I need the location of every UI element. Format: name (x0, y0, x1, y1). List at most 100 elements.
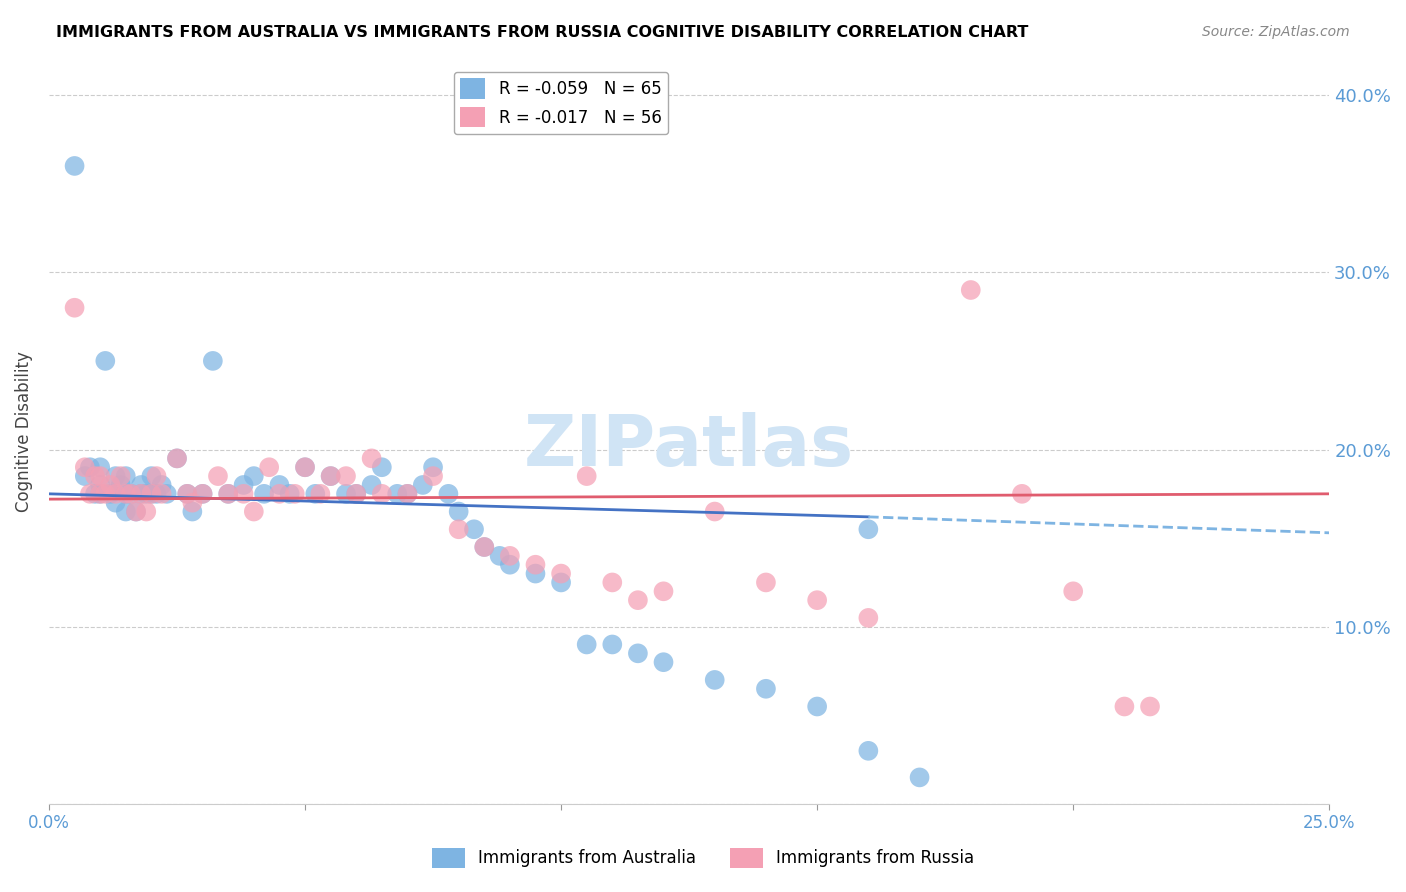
Point (217, 487, 239, 501)
Point (447, 504, 470, 518)
Text: Source: ZipAtlas.com: Source: ZipAtlas.com (1202, 25, 1350, 39)
Point (114, 469, 136, 483)
Point (703, 504, 725, 518)
Point (269, 487, 291, 501)
Point (396, 487, 419, 501)
Point (412, 478, 434, 492)
Point (499, 558, 522, 572)
Legend: Immigrants from Australia, Immigrants from Russia: Immigrants from Australia, Immigrants fr… (425, 841, 981, 875)
Point (73, 469, 96, 483)
Point (575, 638, 598, 652)
Point (335, 487, 357, 501)
Point (176, 487, 198, 501)
Point (156, 487, 179, 501)
Point (114, 487, 136, 501)
Point (344, 487, 367, 501)
Point (652, 584, 675, 599)
Point (94, 487, 117, 501)
Point (1011, 487, 1033, 501)
Point (472, 540, 495, 554)
Point (104, 496, 127, 510)
Point (191, 487, 214, 501)
Point (600, 575, 623, 590)
Point (447, 522, 470, 536)
Point (1139, 699, 1161, 714)
Point (437, 487, 460, 501)
Point (120, 487, 142, 501)
Point (166, 451, 188, 466)
Text: ZIPatlas: ZIPatlas (524, 412, 855, 481)
Point (232, 487, 254, 501)
Point (360, 451, 382, 466)
Point (120, 487, 142, 501)
Legend: R = -0.059   N = 65, R = -0.017   N = 56: R = -0.059 N = 65, R = -0.017 N = 56 (454, 71, 668, 134)
Point (524, 558, 547, 572)
Point (499, 549, 522, 563)
Point (63, 159, 86, 173)
Point (84, 487, 107, 501)
Point (278, 487, 301, 501)
Point (360, 478, 382, 492)
Point (114, 487, 136, 501)
Point (755, 681, 778, 696)
Point (129, 487, 152, 501)
Point (652, 655, 675, 669)
Point (550, 566, 572, 581)
Point (89, 487, 111, 501)
Point (600, 638, 623, 652)
Point (806, 699, 828, 714)
Point (472, 540, 495, 554)
Point (100, 478, 122, 492)
Point (755, 575, 778, 590)
Point (294, 460, 316, 475)
Point (575, 469, 598, 483)
Point (319, 469, 342, 483)
Point (703, 673, 725, 687)
Point (253, 487, 276, 501)
Point (232, 478, 254, 492)
Point (104, 469, 127, 483)
Point (257, 460, 280, 475)
Point (550, 575, 572, 590)
Point (181, 504, 204, 518)
Point (319, 469, 342, 483)
Point (104, 487, 127, 501)
Point (243, 469, 266, 483)
Point (166, 451, 188, 466)
Point (201, 354, 224, 368)
Text: IMMIGRANTS FROM AUSTRALIA VS IMMIGRANTS FROM RUSSIA COGNITIVE DISABILITY CORRELA: IMMIGRANTS FROM AUSTRALIA VS IMMIGRANTS … (56, 25, 1029, 40)
Point (959, 283, 981, 297)
Point (135, 504, 157, 518)
Point (150, 487, 173, 501)
Point (181, 496, 204, 510)
Point (371, 460, 394, 475)
Point (858, 522, 880, 536)
Point (908, 771, 931, 785)
Point (135, 487, 157, 501)
Point (1062, 584, 1084, 599)
Point (129, 487, 152, 501)
Point (1114, 699, 1136, 714)
Point (422, 460, 444, 475)
Point (488, 549, 510, 563)
Point (125, 504, 148, 518)
Point (150, 478, 173, 492)
Point (371, 487, 394, 501)
Point (335, 469, 357, 483)
Point (858, 611, 880, 625)
Point (89, 478, 111, 492)
Point (94, 354, 117, 368)
Point (176, 487, 198, 501)
Point (100, 487, 122, 501)
Point (463, 522, 485, 536)
Point (145, 487, 167, 501)
Point (79, 487, 101, 501)
Point (524, 566, 547, 581)
Point (84, 469, 107, 483)
Point (125, 504, 148, 518)
Point (294, 460, 316, 475)
Point (110, 478, 132, 492)
Point (191, 487, 214, 501)
Point (422, 469, 444, 483)
Point (217, 487, 239, 501)
